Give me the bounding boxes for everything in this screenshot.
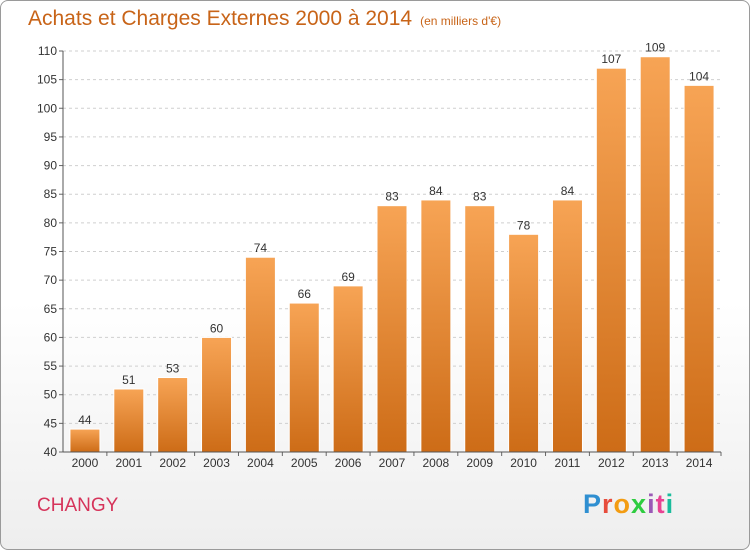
logo-letter: i [647,489,656,519]
x-tick-label: 2000 [72,456,99,470]
y-tick-label: 55 [44,359,58,373]
proxiti-logo: Proxiti [583,489,674,520]
commune-name: CHANGY [37,495,119,516]
y-tick-label: 70 [44,273,58,287]
data-label: 107 [601,52,621,66]
y-tick-label: 95 [44,130,58,144]
bars [69,56,715,453]
bar [683,84,715,453]
data-label: 51 [122,373,136,387]
x-tick-label: 2014 [686,456,713,470]
logo-letter: x [631,489,648,519]
bar [420,199,452,453]
logo-letter: t [655,489,666,519]
x-tick-label: 2004 [247,456,274,470]
data-label: 84 [429,184,443,198]
data-label: 83 [385,190,399,204]
data-label: 74 [254,241,268,255]
x-tick-labels: 2000 2001 2002 2003 2004 2005 2006 2007 2008 2009… [72,456,713,470]
y-tick-label: 45 [44,416,58,430]
y-tick-label: 40 [44,445,58,459]
data-label: 44 [78,413,92,427]
data-label: 69 [341,270,355,284]
bar [157,377,189,453]
bar [69,428,101,453]
data-label: 104 [689,69,709,83]
data-label: 78 [517,218,531,232]
y-tick-label: 65 [44,302,58,316]
bar [508,233,540,453]
bar [551,199,583,453]
bar [595,67,627,453]
y-tick-label: 85 [44,187,58,201]
bar [639,56,671,453]
bar [244,256,276,453]
y-tick-label: 105 [37,73,57,87]
y-tick-label: 50 [44,388,58,402]
data-label: 109 [645,41,665,55]
data-label: 66 [298,287,312,301]
data-label: 84 [561,184,575,198]
chart-subtitle: (en milliers d'€) [420,14,502,28]
x-tick-label: 2013 [642,456,669,470]
logo-letter: o [613,489,632,519]
data-labels: 44 51 53 60 74 66 69 83 84 83 78 84 107 109 104 [78,41,709,427]
chart-title: Achats et Charges Externes 2000 à 2014 (e… [28,7,501,31]
y-tick-label: 75 [44,245,58,259]
x-tick-label: 2005 [291,456,318,470]
x-tick-label: 2001 [115,456,142,470]
bar [113,388,145,453]
y-tick-label: 60 [44,330,58,344]
y-tick-label: 90 [44,159,58,173]
x-tick-label: 2012 [598,456,625,470]
y-tick-label: 80 [44,216,58,230]
logo-letter: P [583,489,603,519]
y-tick-labels: 40 45 50 55 60 65 70 75 80 85 90 95 100 105 110 [37,44,57,459]
bar [376,205,408,453]
data-label: 60 [210,321,224,335]
bar [464,205,496,453]
x-tick-label: 2007 [379,456,406,470]
bar [332,285,364,453]
x-tick-label: 2008 [423,456,450,470]
axes [62,51,721,453]
data-label: 53 [166,362,180,376]
y-tick-label: 110 [38,44,57,58]
bar [201,336,233,453]
x-tick-label: 2002 [159,456,186,470]
x-tick-label: 2006 [335,456,362,470]
data-label: 83 [473,190,487,204]
x-tick-label: 2011 [555,456,581,470]
y-tick-label: 100 [37,101,57,115]
chart-title-text: Achats et Charges Externes 2000 à 2014 [28,7,413,30]
logo-letter: i [665,489,675,519]
bar [288,302,320,453]
x-tick-label: 2010 [510,456,537,470]
x-tick-label: 2003 [203,456,230,470]
x-tick-label: 2009 [466,456,493,470]
logo-letter: r [602,489,614,519]
